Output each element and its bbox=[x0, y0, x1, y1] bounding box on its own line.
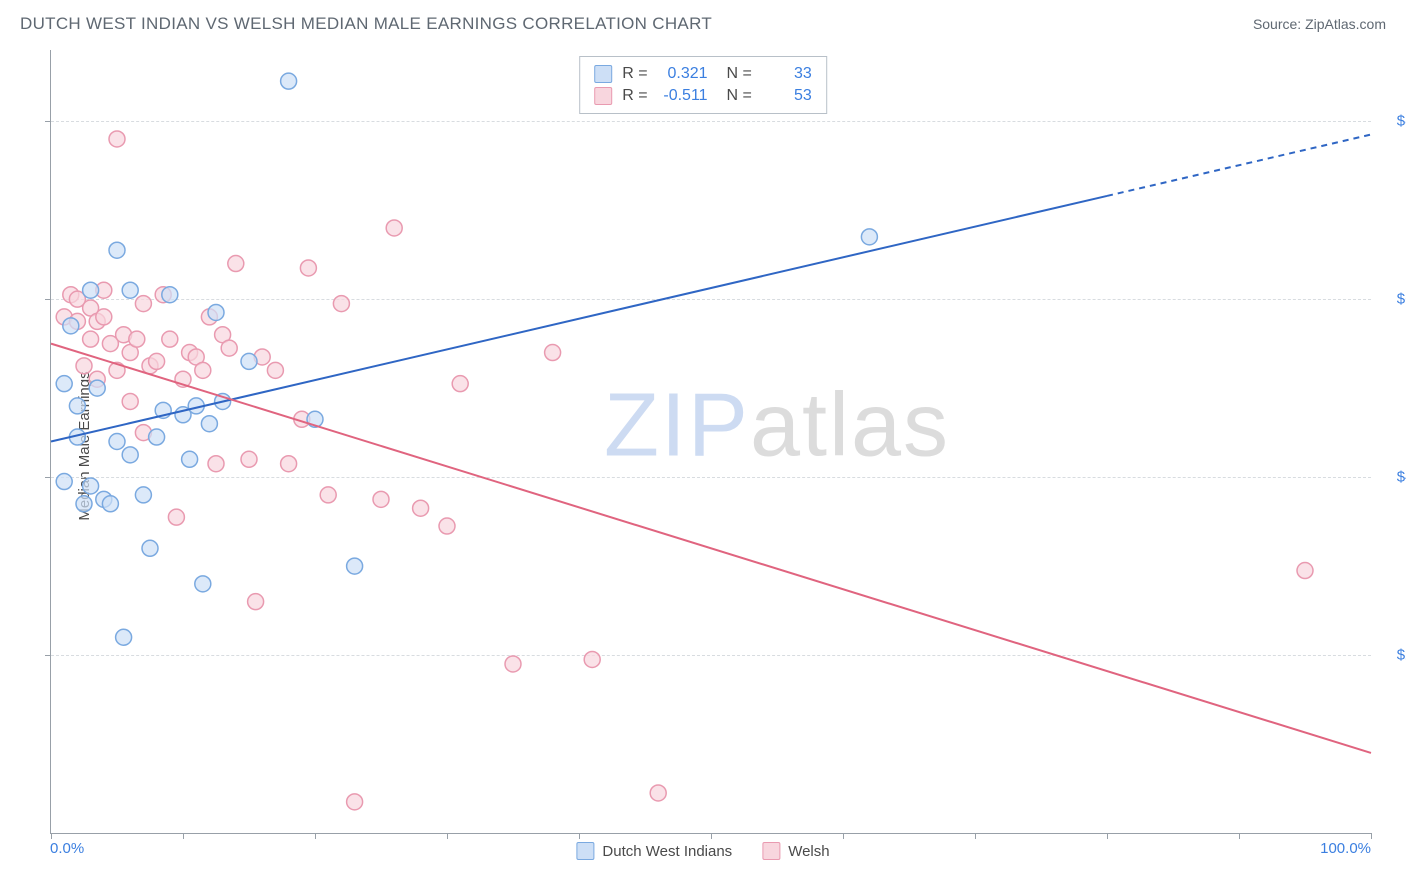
scatter-point bbox=[439, 518, 455, 534]
trend-line bbox=[51, 344, 1371, 753]
scatter-point bbox=[129, 331, 145, 347]
n-value-1: 53 bbox=[762, 87, 812, 105]
r-value-0: 0.321 bbox=[658, 65, 708, 83]
swatch-icon bbox=[576, 842, 594, 860]
swatch-icon bbox=[762, 842, 780, 860]
scatter-point bbox=[248, 594, 264, 610]
scatter-point bbox=[76, 358, 92, 374]
chart-title: DUTCH WEST INDIAN VS WELSH MEDIAN MALE E… bbox=[20, 14, 712, 34]
scatter-point bbox=[320, 487, 336, 503]
plot-area: ZIPatlas $20,000$40,000$60,000$80,000 bbox=[50, 50, 1371, 834]
scatter-point bbox=[56, 376, 72, 392]
scatter-point bbox=[195, 576, 211, 592]
swatch-icon bbox=[594, 65, 612, 83]
legend-item-1: Welsh bbox=[762, 842, 829, 860]
scatter-point bbox=[162, 331, 178, 347]
y-tick-label: $80,000 bbox=[1381, 113, 1406, 130]
scatter-point bbox=[584, 651, 600, 667]
source-attribution: Source: ZipAtlas.com bbox=[1253, 16, 1386, 32]
legend: Dutch West Indians Welsh bbox=[576, 842, 829, 860]
scatter-point bbox=[228, 256, 244, 272]
scatter-point bbox=[241, 353, 257, 369]
scatter-point bbox=[102, 496, 118, 512]
scatter-point bbox=[168, 509, 184, 525]
correlation-stats-box: R = 0.321 N = 33 R = -0.511 N = 53 bbox=[579, 56, 827, 114]
scatter-point bbox=[386, 220, 402, 236]
scatter-point bbox=[221, 340, 237, 356]
scatter-point bbox=[373, 491, 389, 507]
legend-item-0: Dutch West Indians bbox=[576, 842, 732, 860]
y-tick-label: $60,000 bbox=[1381, 291, 1406, 308]
trend-line-extrapolated bbox=[1107, 135, 1371, 196]
scatter-point bbox=[142, 540, 158, 556]
y-tick-label: $20,000 bbox=[1381, 647, 1406, 664]
scatter-point bbox=[69, 398, 85, 414]
scatter-point bbox=[122, 447, 138, 463]
scatter-point bbox=[76, 496, 92, 512]
scatter-point bbox=[208, 304, 224, 320]
scatter-point bbox=[116, 629, 132, 645]
scatter-point bbox=[650, 785, 666, 801]
scatter-point bbox=[333, 296, 349, 312]
scatter-point bbox=[122, 393, 138, 409]
scatter-point bbox=[182, 451, 198, 467]
scatter-point bbox=[89, 380, 105, 396]
scatter-point bbox=[281, 456, 297, 472]
stats-row-series-0: R = 0.321 N = 33 bbox=[594, 63, 812, 85]
scatter-point bbox=[122, 282, 138, 298]
scatter-point bbox=[83, 331, 99, 347]
stats-row-series-1: R = -0.511 N = 53 bbox=[594, 85, 812, 107]
scatter-point bbox=[1297, 563, 1313, 579]
legend-label-1: Welsh bbox=[788, 843, 829, 860]
scatter-point bbox=[63, 318, 79, 334]
scatter-point bbox=[241, 451, 257, 467]
scatter-point bbox=[109, 131, 125, 147]
scatter-point bbox=[135, 487, 151, 503]
scatter-point bbox=[505, 656, 521, 672]
scatter-point bbox=[149, 353, 165, 369]
scatter-point bbox=[267, 362, 283, 378]
scatter-point bbox=[56, 474, 72, 490]
scatter-point bbox=[452, 376, 468, 392]
scatter-point bbox=[413, 500, 429, 516]
scatter-point bbox=[300, 260, 316, 276]
swatch-icon bbox=[594, 87, 612, 105]
scatter-point bbox=[281, 73, 297, 89]
scatter-point bbox=[347, 794, 363, 810]
scatter-point bbox=[861, 229, 877, 245]
scatter-point bbox=[208, 456, 224, 472]
x-max-label: 100.0% bbox=[1320, 840, 1371, 857]
scatter-point bbox=[195, 362, 211, 378]
scatter-point bbox=[347, 558, 363, 574]
scatter-point bbox=[201, 416, 217, 432]
scatter-point bbox=[135, 296, 151, 312]
scatter-point bbox=[96, 309, 112, 325]
scatter-point bbox=[109, 434, 125, 450]
scatter-point bbox=[149, 429, 165, 445]
r-value-1: -0.511 bbox=[658, 87, 708, 105]
legend-label-0: Dutch West Indians bbox=[602, 843, 732, 860]
y-tick-label: $40,000 bbox=[1381, 469, 1406, 486]
scatter-point bbox=[162, 287, 178, 303]
x-min-label: 0.0% bbox=[50, 840, 84, 857]
scatter-svg bbox=[51, 50, 1371, 833]
scatter-point bbox=[83, 282, 99, 298]
scatter-point bbox=[545, 345, 561, 361]
n-value-0: 33 bbox=[762, 65, 812, 83]
scatter-point bbox=[109, 242, 125, 258]
scatter-point bbox=[83, 478, 99, 494]
